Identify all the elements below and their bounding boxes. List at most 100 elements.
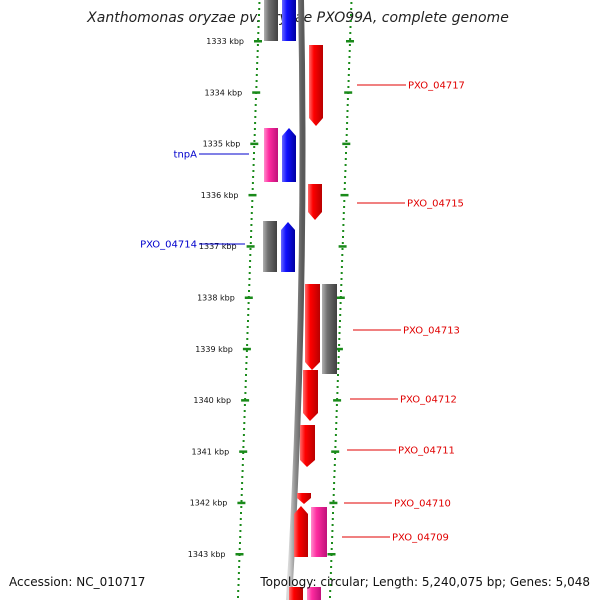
gene-label[interactable]: PXO_04714	[140, 240, 197, 251]
ring-dot	[339, 314, 342, 316]
ring-dot	[249, 260, 252, 262]
ring-dot	[333, 470, 336, 472]
ring-dot	[256, 50, 259, 52]
gene-label[interactable]: PXO_04713	[403, 326, 460, 337]
ring-dot	[337, 374, 339, 376]
ring-dot	[256, 56, 259, 58]
ring-dot	[335, 410, 338, 412]
gene-feature-pxo-04712[interactable]	[303, 370, 318, 421]
gene-feature-gray[interactable]	[264, 0, 278, 41]
ring-dot	[348, 44, 351, 46]
ring-dot	[240, 500, 243, 502]
gene-feature-pink[interactable]	[264, 128, 278, 182]
ring-dot	[335, 404, 338, 406]
ring-dot	[242, 452, 245, 454]
ring-dot	[242, 446, 245, 448]
tick-mark-right	[334, 347, 343, 351]
ring-dot	[347, 86, 350, 88]
tick-mark-left	[242, 347, 251, 351]
ring-dot	[253, 128, 256, 130]
ring-dot	[331, 518, 334, 520]
ring-dot	[245, 350, 248, 352]
ring-dot	[335, 416, 338, 418]
tick-mark-right	[331, 450, 340, 453]
gene-feature-pxo-04710[interactable]	[297, 493, 311, 504]
ring-dot	[255, 74, 258, 76]
tick-mark-right	[346, 40, 354, 43]
ring-dot	[241, 464, 244, 466]
gene-feature-bottom-red[interactable]	[289, 587, 303, 600]
gene-feature-pxo-04715[interactable]	[308, 184, 322, 220]
ring-dot	[242, 434, 245, 436]
ring-dot	[239, 524, 242, 526]
ring-dot	[247, 308, 250, 310]
gene-label[interactable]: PXO_04709	[392, 533, 449, 544]
ring-dot	[244, 380, 247, 382]
gene-feature-gray-2[interactable]	[263, 221, 277, 272]
ring-dot	[244, 398, 247, 400]
tick-mark-right	[338, 245, 347, 248]
gene-feature-gray-3[interactable]	[322, 284, 337, 374]
ring-dot	[331, 530, 334, 532]
ring-dot	[250, 224, 253, 226]
ring-dot	[349, 38, 352, 40]
gene-label[interactable]: PXO_04710	[394, 499, 451, 510]
ring-dot	[257, 20, 260, 22]
ring-dot	[254, 110, 257, 112]
ring-dot	[253, 146, 256, 148]
gene-feature-tnpa[interactable]	[282, 128, 296, 182]
tick-mark-left	[241, 399, 250, 402]
gene-label[interactable]: PXO_04715	[407, 199, 464, 210]
ring-dot	[239, 536, 242, 538]
ring-dot	[247, 302, 250, 304]
ring-dot	[333, 476, 336, 478]
ring-dot	[345, 146, 348, 148]
ring-dot	[343, 200, 346, 202]
gene-feature-bottom-pink[interactable]	[307, 587, 321, 600]
ring-dot	[340, 278, 343, 280]
ring-dot	[329, 578, 332, 580]
gene-feature-pxo-04711[interactable]	[300, 425, 315, 467]
ring-dot	[344, 176, 347, 178]
ring-dot	[253, 152, 255, 154]
ring-dot	[240, 494, 243, 496]
ring-dot	[245, 356, 248, 358]
ring-dot	[339, 302, 342, 304]
gene-label[interactable]: PXO_04712	[400, 395, 457, 406]
ring-dot	[239, 518, 242, 520]
gene-feature-pxo-04714[interactable]	[281, 222, 295, 272]
ring-dot	[346, 104, 349, 106]
ring-dot	[336, 392, 339, 394]
ring-dot	[340, 284, 343, 286]
ring-dot	[256, 62, 259, 64]
ring-dot	[329, 596, 331, 598]
ring-dot	[329, 590, 332, 592]
gene-feature-pxo-04713[interactable]	[305, 284, 320, 370]
ring-dot	[343, 188, 346, 190]
ring-dot	[254, 122, 257, 124]
ring-dot	[253, 134, 256, 136]
ring-dot	[344, 170, 347, 172]
gene-label[interactable]: tnpA	[174, 150, 198, 161]
ring-dot	[249, 248, 252, 250]
gene-feature-pxo-04709[interactable]	[311, 507, 327, 557]
ring-dot	[248, 284, 251, 286]
ring-dot	[350, 2, 353, 4]
ring-dot	[331, 524, 334, 526]
gene-label[interactable]: PXO_04717	[408, 81, 465, 92]
gene-feature-blue[interactable]	[282, 0, 296, 41]
ring-dot	[337, 356, 340, 358]
gene-feature-pxo-04717[interactable]	[309, 45, 323, 126]
ring-dot	[341, 260, 344, 262]
ring-dot	[346, 110, 349, 112]
ring-dot	[332, 488, 335, 490]
ring-dot	[337, 368, 340, 370]
ring-dot	[335, 422, 338, 424]
ring-dot	[254, 116, 257, 118]
gene-feature-red[interactable]	[294, 506, 308, 557]
ring-dot	[250, 236, 252, 238]
ring-dot	[252, 176, 255, 178]
tick-mark-left	[235, 553, 244, 556]
tick-mark-right	[336, 296, 345, 299]
gene-label[interactable]: PXO_04711	[398, 446, 455, 457]
